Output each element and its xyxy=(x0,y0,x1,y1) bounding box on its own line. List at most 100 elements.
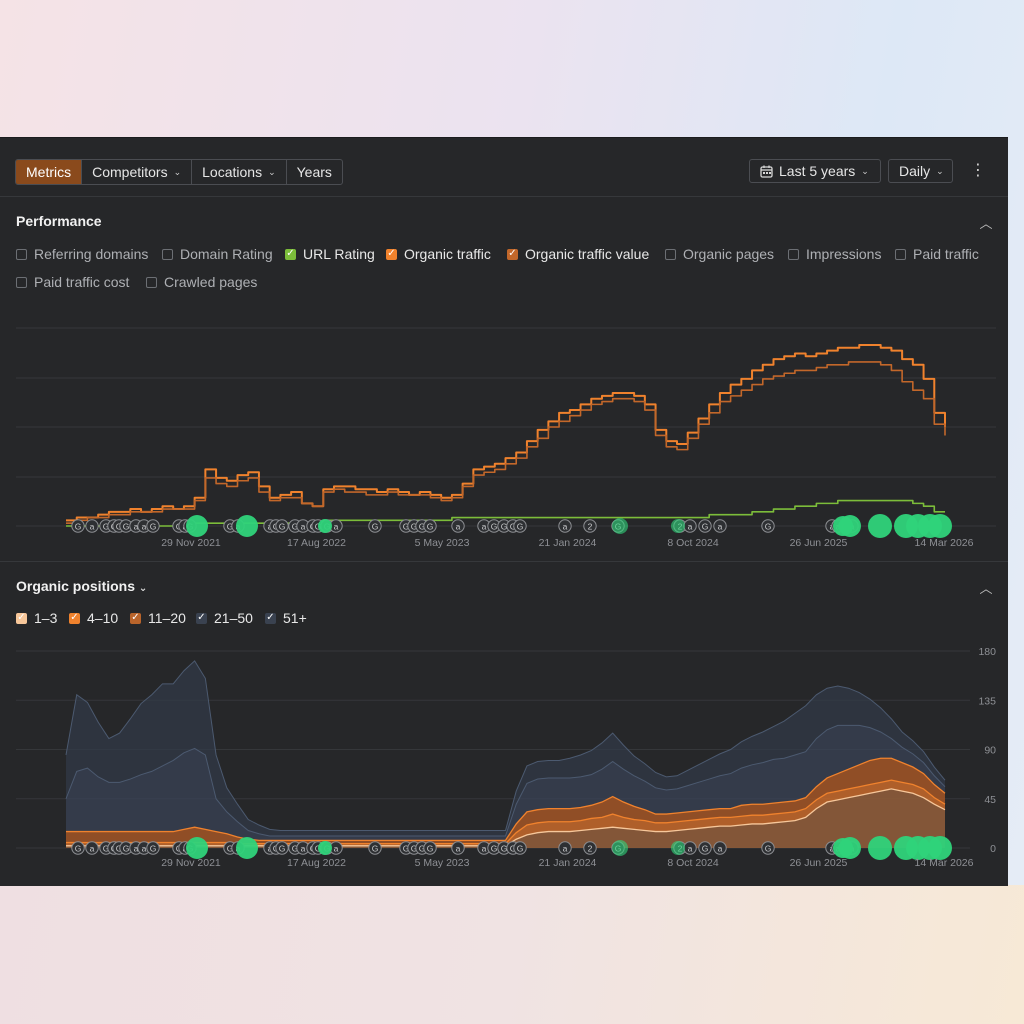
metric-checkbox-crawled-pages[interactable]: Crawled pages xyxy=(146,274,257,290)
update-marker-icon[interactable] xyxy=(928,836,952,860)
interval-select[interactable]: Daily ⌄ xyxy=(888,159,953,183)
svg-text:G: G xyxy=(227,521,234,531)
event-marker-icon[interactable]: a xyxy=(296,841,310,855)
event-marker-icon[interactable]: G xyxy=(761,519,775,533)
event-marker-icon[interactable]: a xyxy=(713,841,727,855)
svg-text:G: G xyxy=(403,521,410,531)
update-marker-icon[interactable] xyxy=(868,836,892,860)
date-range-label: Last 5 years xyxy=(779,163,856,179)
event-marker-icon[interactable]: a xyxy=(451,519,465,533)
event-marker-icon[interactable]: G xyxy=(275,519,289,533)
event-marker-icon[interactable]: a xyxy=(85,841,99,855)
metric-checkbox-organic-traffic-value[interactable]: ✓ Organic traffic value xyxy=(507,246,649,262)
organic-positions-title[interactable]: Organic positions ⌄ xyxy=(16,578,147,594)
metric-checkbox-referring-domains[interactable]: Referring domains xyxy=(16,246,148,262)
update-marker-icon[interactable] xyxy=(236,837,258,859)
event-marker-icon[interactable]: G xyxy=(513,519,527,533)
chevron-down-icon: ⌄ xyxy=(936,165,944,176)
event-marker-icon[interactable]: a xyxy=(477,519,491,533)
event-marker-icon[interactable]: a xyxy=(683,519,697,533)
legend-checkbox-2[interactable]: ✓ 4–10 xyxy=(69,610,118,626)
legend-checkbox-3[interactable]: ✓ 11–20 xyxy=(130,610,186,626)
update-marker-icon[interactable] xyxy=(186,515,208,537)
event-marker-icon[interactable]: G xyxy=(146,841,160,855)
svg-text:G: G xyxy=(517,521,524,531)
event-marker-icon[interactable]: G xyxy=(275,841,289,855)
series-line-organic-traffic xyxy=(66,343,946,522)
event-marker-icon[interactable]: G xyxy=(71,519,85,533)
update-marker-icon[interactable] xyxy=(318,519,332,533)
svg-text:G: G xyxy=(411,843,418,853)
metric-checkbox-organic-pages[interactable]: Organic pages xyxy=(665,246,774,262)
tab-years[interactable]: Years xyxy=(287,160,342,184)
event-marker-icon[interactable]: G xyxy=(71,841,85,855)
event-marker-icon[interactable]: a xyxy=(713,519,727,533)
update-marker-icon[interactable] xyxy=(868,514,892,538)
svg-text:a: a xyxy=(456,843,461,853)
chevron-up-icon[interactable]: ︿ xyxy=(979,216,993,231)
svg-text:G: G xyxy=(411,521,418,531)
event-marker-icon[interactable]: a xyxy=(558,841,572,855)
svg-text:a: a xyxy=(482,843,487,853)
update-marker-icon[interactable] xyxy=(671,519,685,533)
update-marker-icon[interactable] xyxy=(671,841,685,855)
update-marker-icon[interactable] xyxy=(186,837,208,859)
event-marker-icon[interactable]: a xyxy=(683,841,697,855)
event-marker-icon[interactable]: a xyxy=(558,519,572,533)
event-marker-icon[interactable]: G xyxy=(513,841,527,855)
update-marker-icon[interactable] xyxy=(318,841,332,855)
tab-locations[interactable]: Locations ⌄ xyxy=(192,160,287,184)
svg-text:G: G xyxy=(765,843,772,853)
event-marker-icon[interactable]: G xyxy=(761,841,775,855)
svg-text:a: a xyxy=(456,521,461,531)
update-marker-icon[interactable] xyxy=(612,518,628,534)
metric-checkbox-url-rating[interactable]: ✓ URL Rating xyxy=(285,246,375,262)
event-marker-icon[interactable]: 2 xyxy=(583,519,597,533)
checkbox-label: Referring domains xyxy=(34,246,149,262)
x-tick-label: 29 Nov 2021 xyxy=(161,537,221,549)
svg-text:G: G xyxy=(227,843,234,853)
y-tick-label: 45 xyxy=(984,794,996,806)
svg-text:G: G xyxy=(510,521,517,531)
metric-checkbox-domain-rating[interactable]: Domain Rating xyxy=(162,246,273,262)
svg-text:G: G xyxy=(116,843,123,853)
tab-metrics[interactable]: Metrics xyxy=(16,160,83,184)
update-marker-icon[interactable] xyxy=(612,840,628,856)
svg-text:G: G xyxy=(372,521,379,531)
date-range-select[interactable]: Last 5 years ⌄ xyxy=(749,159,881,183)
x-tick-label: 26 Jun 2025 xyxy=(790,857,848,869)
chevron-up-icon[interactable]: ︿ xyxy=(979,581,993,596)
chevron-down-icon: ⌄ xyxy=(173,167,182,177)
kebab-menu-icon[interactable]: ⋮ xyxy=(970,162,986,179)
metric-checkbox-paid-traffic[interactable]: Paid traffic xyxy=(895,246,979,262)
event-marker-icon[interactable]: G xyxy=(698,841,712,855)
svg-text:G: G xyxy=(123,521,130,531)
event-marker-icon[interactable]: 2 xyxy=(583,841,597,855)
tab-competitors[interactable]: Competitors ⌄ xyxy=(82,160,193,184)
metric-checkbox-paid-traffic-cost[interactable]: Paid traffic cost xyxy=(16,274,129,290)
event-marker-icon[interactable]: G xyxy=(146,519,160,533)
x-tick-label: 29 Nov 2021 xyxy=(161,857,221,869)
event-marker-icon[interactable]: G xyxy=(698,519,712,533)
x-tick-label: 26 Jun 2025 xyxy=(790,537,848,549)
update-marker-icon[interactable] xyxy=(236,515,258,537)
event-marker-icon[interactable]: G xyxy=(368,519,382,533)
event-marker-icon[interactable]: a xyxy=(451,841,465,855)
update-marker-icon[interactable] xyxy=(839,515,861,537)
legend-checkbox-4[interactable]: ✓ 21–50 xyxy=(196,610,253,626)
event-marker-icon[interactable]: G xyxy=(423,519,437,533)
series-line-organic-traffic-value xyxy=(66,361,946,524)
update-marker-icon[interactable] xyxy=(839,837,861,859)
svg-text:a: a xyxy=(301,843,306,853)
metric-checkbox-impressions[interactable]: Impressions xyxy=(788,246,881,262)
event-marker-icon[interactable]: G xyxy=(368,841,382,855)
x-tick-label: 21 Jan 2024 xyxy=(539,537,597,549)
legend-checkbox-1[interactable]: ✓ 1–3 xyxy=(16,610,57,626)
event-marker-icon[interactable]: a xyxy=(85,519,99,533)
svg-text:G: G xyxy=(501,521,508,531)
update-marker-icon[interactable] xyxy=(928,514,952,538)
metric-checkbox-organic-traffic[interactable]: ✓ Organic traffic xyxy=(386,246,491,262)
legend-checkbox-5[interactable]: ✓ 51+ xyxy=(265,610,307,626)
y-tick-label: 135 xyxy=(978,695,996,707)
event-marker-icon[interactable]: G xyxy=(423,841,437,855)
